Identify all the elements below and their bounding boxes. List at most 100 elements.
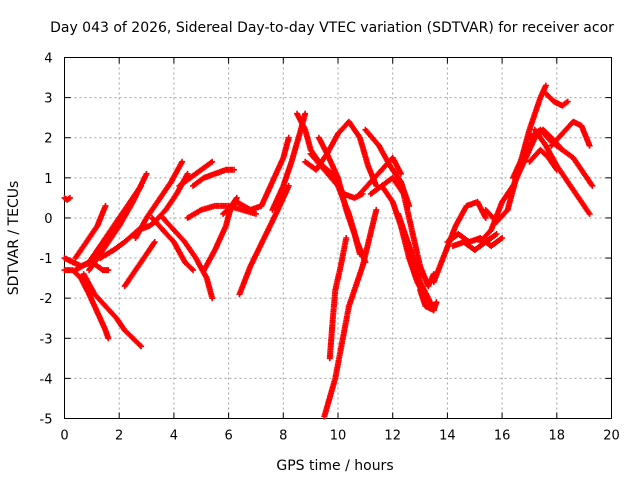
data-marker-trace bbox=[99, 216, 122, 245]
data-point-marker bbox=[499, 235, 506, 241]
x-tick-label: 4 bbox=[170, 429, 178, 444]
data-marker-trace bbox=[531, 126, 548, 148]
data-marker-trace bbox=[220, 200, 239, 217]
y-tick-label: 4 bbox=[44, 52, 52, 67]
data-marker-trace bbox=[417, 287, 428, 308]
data-point-marker bbox=[231, 166, 238, 173]
data-marker-trace bbox=[269, 156, 286, 185]
y-tick-label: -1 bbox=[40, 252, 53, 267]
data-marker-trace bbox=[376, 142, 393, 168]
data-marker-trace bbox=[149, 214, 165, 232]
data-point-marker bbox=[209, 158, 216, 165]
data-marker-trace bbox=[211, 167, 228, 177]
data-marker-trace bbox=[537, 126, 554, 144]
data-marker-trace bbox=[72, 260, 91, 274]
data-point-marker bbox=[151, 239, 158, 246]
data-marker-trace bbox=[113, 315, 127, 332]
data-marker-trace bbox=[80, 271, 97, 296]
data-marker-trace bbox=[321, 377, 338, 420]
data-point-marker bbox=[356, 251, 363, 258]
data-marker-trace bbox=[581, 170, 595, 188]
data-point-marker bbox=[252, 210, 259, 217]
series-arc-19 bbox=[236, 182, 292, 298]
data-marker-trace bbox=[61, 194, 69, 202]
data-marker-trace bbox=[102, 303, 119, 320]
data-point-marker bbox=[105, 335, 112, 342]
data-marker-trace bbox=[64, 195, 72, 203]
x-tick-label: 8 bbox=[279, 429, 287, 444]
data-marker-trace bbox=[545, 154, 559, 172]
data-point-marker bbox=[586, 142, 593, 149]
data-marker-trace bbox=[510, 152, 527, 181]
data-marker-trace bbox=[324, 150, 341, 180]
data-marker-trace bbox=[143, 196, 163, 221]
data-marker-trace bbox=[170, 227, 187, 244]
data-point-marker bbox=[482, 214, 489, 221]
data-marker-trace bbox=[187, 167, 203, 181]
data-marker-trace bbox=[477, 228, 494, 245]
data-marker-trace bbox=[400, 190, 415, 232]
data-marker-trace bbox=[201, 248, 218, 274]
data-marker-trace bbox=[247, 236, 267, 270]
data-marker-trace bbox=[521, 136, 537, 157]
data-point-marker bbox=[589, 182, 596, 189]
series-arc-14 bbox=[176, 158, 216, 189]
x-tick-label: 2 bbox=[115, 429, 123, 444]
series-arc-05 bbox=[80, 271, 145, 350]
data-marker-trace bbox=[335, 174, 349, 212]
series-arc-35 bbox=[449, 230, 500, 253]
data-marker-trace bbox=[488, 236, 504, 249]
data-marker-trace bbox=[403, 235, 417, 264]
data-marker-trace bbox=[116, 200, 135, 229]
data-marker-trace bbox=[184, 207, 203, 221]
series-arc-33 bbox=[430, 198, 489, 286]
data-marker-trace bbox=[395, 210, 409, 240]
data-marker-trace bbox=[526, 96, 543, 133]
data-point-marker bbox=[138, 343, 145, 350]
x-tick-label: 16 bbox=[494, 429, 511, 444]
data-marker-trace bbox=[389, 174, 406, 196]
data-marker-trace bbox=[77, 275, 92, 296]
x-axis-label: GPS time / hours bbox=[276, 458, 393, 474]
data-marker-trace bbox=[86, 240, 105, 266]
data-marker-trace bbox=[302, 126, 314, 152]
series-arc-31 bbox=[395, 210, 437, 314]
data-point-marker bbox=[397, 170, 404, 177]
data-marker-trace bbox=[559, 146, 575, 160]
plot-frame bbox=[64, 57, 612, 419]
series-arc-25 bbox=[326, 235, 350, 362]
data-marker-trace bbox=[356, 180, 373, 197]
series-arc-24 bbox=[315, 134, 363, 258]
data-marker-trace bbox=[121, 228, 141, 245]
data-markers bbox=[61, 82, 596, 420]
series-arc-38 bbox=[542, 90, 571, 109]
data-marker-trace bbox=[211, 224, 229, 253]
y-tick-label: 1 bbox=[44, 172, 52, 187]
data-point-marker bbox=[586, 210, 593, 217]
data-marker-trace bbox=[110, 240, 127, 253]
y-tick-label: 2 bbox=[44, 132, 52, 147]
data-marker-trace bbox=[132, 216, 149, 241]
data-marker-trace bbox=[564, 178, 581, 200]
y-tick-label: -2 bbox=[40, 292, 53, 307]
data-marker-trace bbox=[493, 208, 510, 225]
data-point-marker bbox=[553, 166, 560, 173]
data-marker-trace bbox=[345, 118, 362, 140]
series-arc-43 bbox=[526, 146, 560, 173]
data-marker-trace bbox=[162, 192, 179, 213]
chart-title: Day 043 of 2026, Sidereal Day-to-day VTE… bbox=[50, 20, 614, 36]
series-arc-28 bbox=[362, 126, 413, 209]
y-tick-label: -4 bbox=[40, 372, 53, 387]
data-marker-trace bbox=[417, 279, 431, 300]
data-marker-trace bbox=[121, 327, 135, 341]
data-point-marker bbox=[209, 295, 216, 302]
series-arc-40 bbox=[526, 126, 596, 189]
data-marker-trace bbox=[181, 239, 198, 260]
data-marker-trace bbox=[329, 288, 339, 326]
data-point-marker bbox=[493, 230, 500, 237]
y-tick-label: 3 bbox=[44, 92, 52, 107]
y-tick-label: -5 bbox=[40, 413, 53, 428]
data-marker-trace bbox=[83, 224, 100, 245]
data-marker-trace bbox=[181, 259, 195, 272]
data-marker-trace bbox=[236, 264, 253, 298]
